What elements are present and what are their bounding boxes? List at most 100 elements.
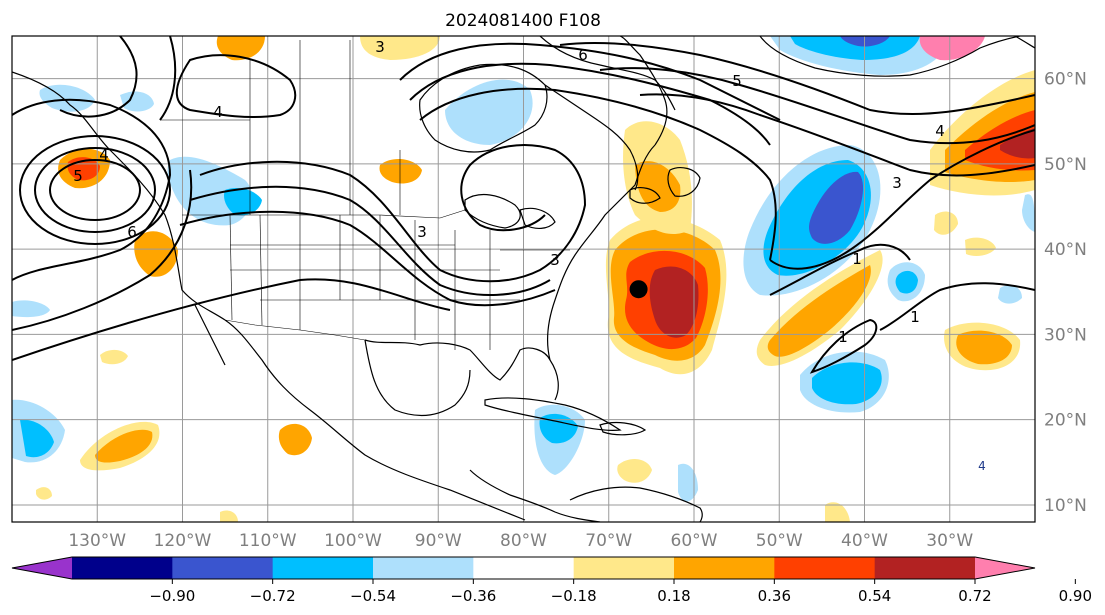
positive-anomaly-ne-atlantic-darkred [1000,128,1035,159]
coast-central-america [469,469,601,522]
contour-na-trough-4 [12,278,451,361]
longitude-labels: 130°W 120°W 110°W 100°W 90°W 80°W 70°W 60°W 50°W… [68,531,973,551]
contour-na-trough-1 [199,144,587,283]
positive-anomaly-east-core [956,330,1012,365]
lat-label-1: 50°N [1044,155,1087,175]
contour-label-6-north: 6 [578,46,588,64]
coast-baja [194,304,226,366]
contour-label-3-us: 3 [417,223,427,241]
colorbar-segment-7 [674,557,775,579]
colorbar-label-6: 0.36 [758,587,791,605]
lat-label-2: 40°N [1044,240,1087,260]
lon-label-10: 30°W [926,531,973,551]
negative-anomaly-atlantic-ne-edge [1022,194,1035,232]
political-boundaries [160,40,570,350]
negative-anomaly-atlantic-east-small [998,285,1022,304]
contour-north-3 [419,87,777,261]
positive-anomaly-atlantic-far-east [934,211,958,235]
colorbar-extend-low [12,557,72,579]
negative-anomaly-east-small-core [895,270,918,294]
colorbar-label-8: 0.72 [958,587,991,605]
lon-label-7: 60°W [671,531,718,551]
negative-anomaly-caribbean-core [539,413,578,444]
contour-alaska-3 [175,54,297,119]
contour-lines [12,36,1035,374]
contour-label-4-south: 4 [978,459,986,473]
positive-anomaly-mexico-small [100,349,128,365]
negative-anomaly-pacific-sw-small [12,300,50,318]
coast-us-east [546,144,656,361]
colorbar-segment-4 [373,557,474,579]
positive-anomaly-atlantic-ne-small [965,237,996,256]
colorbar [11,556,1036,580]
colorbar-label-9: 0.90 [1059,587,1092,605]
colorbar-segment-1 [72,557,173,579]
positive-anomaly-caribbean-east [617,458,652,483]
colorbar-segment-5 [473,557,575,579]
colorbar-label-7: 0.54 [858,587,891,605]
contour-na-trough-3 [179,210,556,307]
map-frame [11,35,1036,523]
colorbar-outline [11,556,1036,580]
contour-label-3-us-east: 3 [550,251,560,269]
storm-center-marker [629,280,648,299]
lon-label-2: 110°W [239,531,297,551]
contour-na-trough-2 [189,185,551,297]
lat-label-4: 20°N [1044,411,1087,431]
positive-anomaly-sw-edge [220,510,238,522]
lon-label-5: 80°W [500,531,547,551]
contour-label-4-pacific: 4 [99,146,109,164]
colorbar-segment-6 [573,557,675,579]
lon-label-9: 40°W [841,531,888,551]
colorbar-label-2: −0.54 [350,587,396,605]
lat-label-3: 30°N [1044,325,1087,345]
colorbar-label-4: −0.18 [551,587,597,605]
coast-greenland [759,36,1021,77]
lon-label-1: 120°W [154,531,212,551]
coast-quebec [544,84,639,191]
contour-label-3-atlantic: 3 [892,174,902,192]
contour-label-4-atlantic: 4 [935,122,945,140]
colorbar-label-3: −0.36 [450,587,496,605]
contour-north-2 [409,62,771,146]
lon-label-0: 130°W [68,531,126,551]
contour-label-5-north: 5 [732,72,742,90]
latitude-labels: 60°N 50°N 40°N 30°N 20°N 10°N [1044,70,1087,516]
contour-label-6-pacific: 6 [127,223,137,241]
colorbar-segment-8 [774,557,876,579]
contour-atlantic-1c [769,243,911,296]
contour-labels: 3 4 4 5 6 6 5 4 3 1 1 1 3 3 4 [73,38,986,473]
map-gridlines [12,36,1035,522]
colorbar-label-0: −0.90 [149,587,195,605]
contour-atlantic-1a [809,318,878,374]
negative-anomaly-greenland-core [790,36,920,60]
contour-label-1-atlantic-c: 1 [910,308,920,326]
coast-cuba [484,397,622,431]
colorbar-segment-3 [272,557,374,579]
negative-anomaly-pacific-w-core [20,419,54,458]
negative-anomaly-central-atlantic-dark [809,171,864,244]
contour-pacific-low-1 [49,159,141,221]
colorbar-label-1: −0.72 [250,587,296,605]
lon-label-3: 100°W [324,531,382,551]
map-area: 3 4 4 5 6 6 5 4 3 1 1 1 3 3 4 [12,36,1035,522]
state-lines-1 [229,214,233,321]
great-lakes [464,193,521,229]
contour-atlantic-1b [879,282,1035,331]
positive-anomaly-mexico [278,423,312,456]
colorbar-extend-high [975,557,1035,579]
great-lakes-2 [519,207,556,229]
contour-pacific-low-3 [19,135,171,245]
colorbar-labels: −0.90 −0.72 −0.54 −0.36 −0.18 0.18 0.36 0.54 0.7… [149,579,1092,605]
positive-anomaly-california [134,231,178,277]
colorbar-segment-9 [874,557,976,579]
positive-anomaly-south-edge [825,502,850,522]
contour-label-1-atlantic-a: 1 [852,250,862,268]
contour-north-1 [399,42,781,121]
coast-nova-scotia [629,187,661,204]
positive-anomaly-lakes [379,158,422,184]
contour-label-4-alaska: 4 [213,103,223,121]
contour-label-1-atlantic-b: 1 [838,328,848,346]
negative-anomaly-alaska-2 [120,91,154,112]
contour-alaska-2 [159,36,177,121]
